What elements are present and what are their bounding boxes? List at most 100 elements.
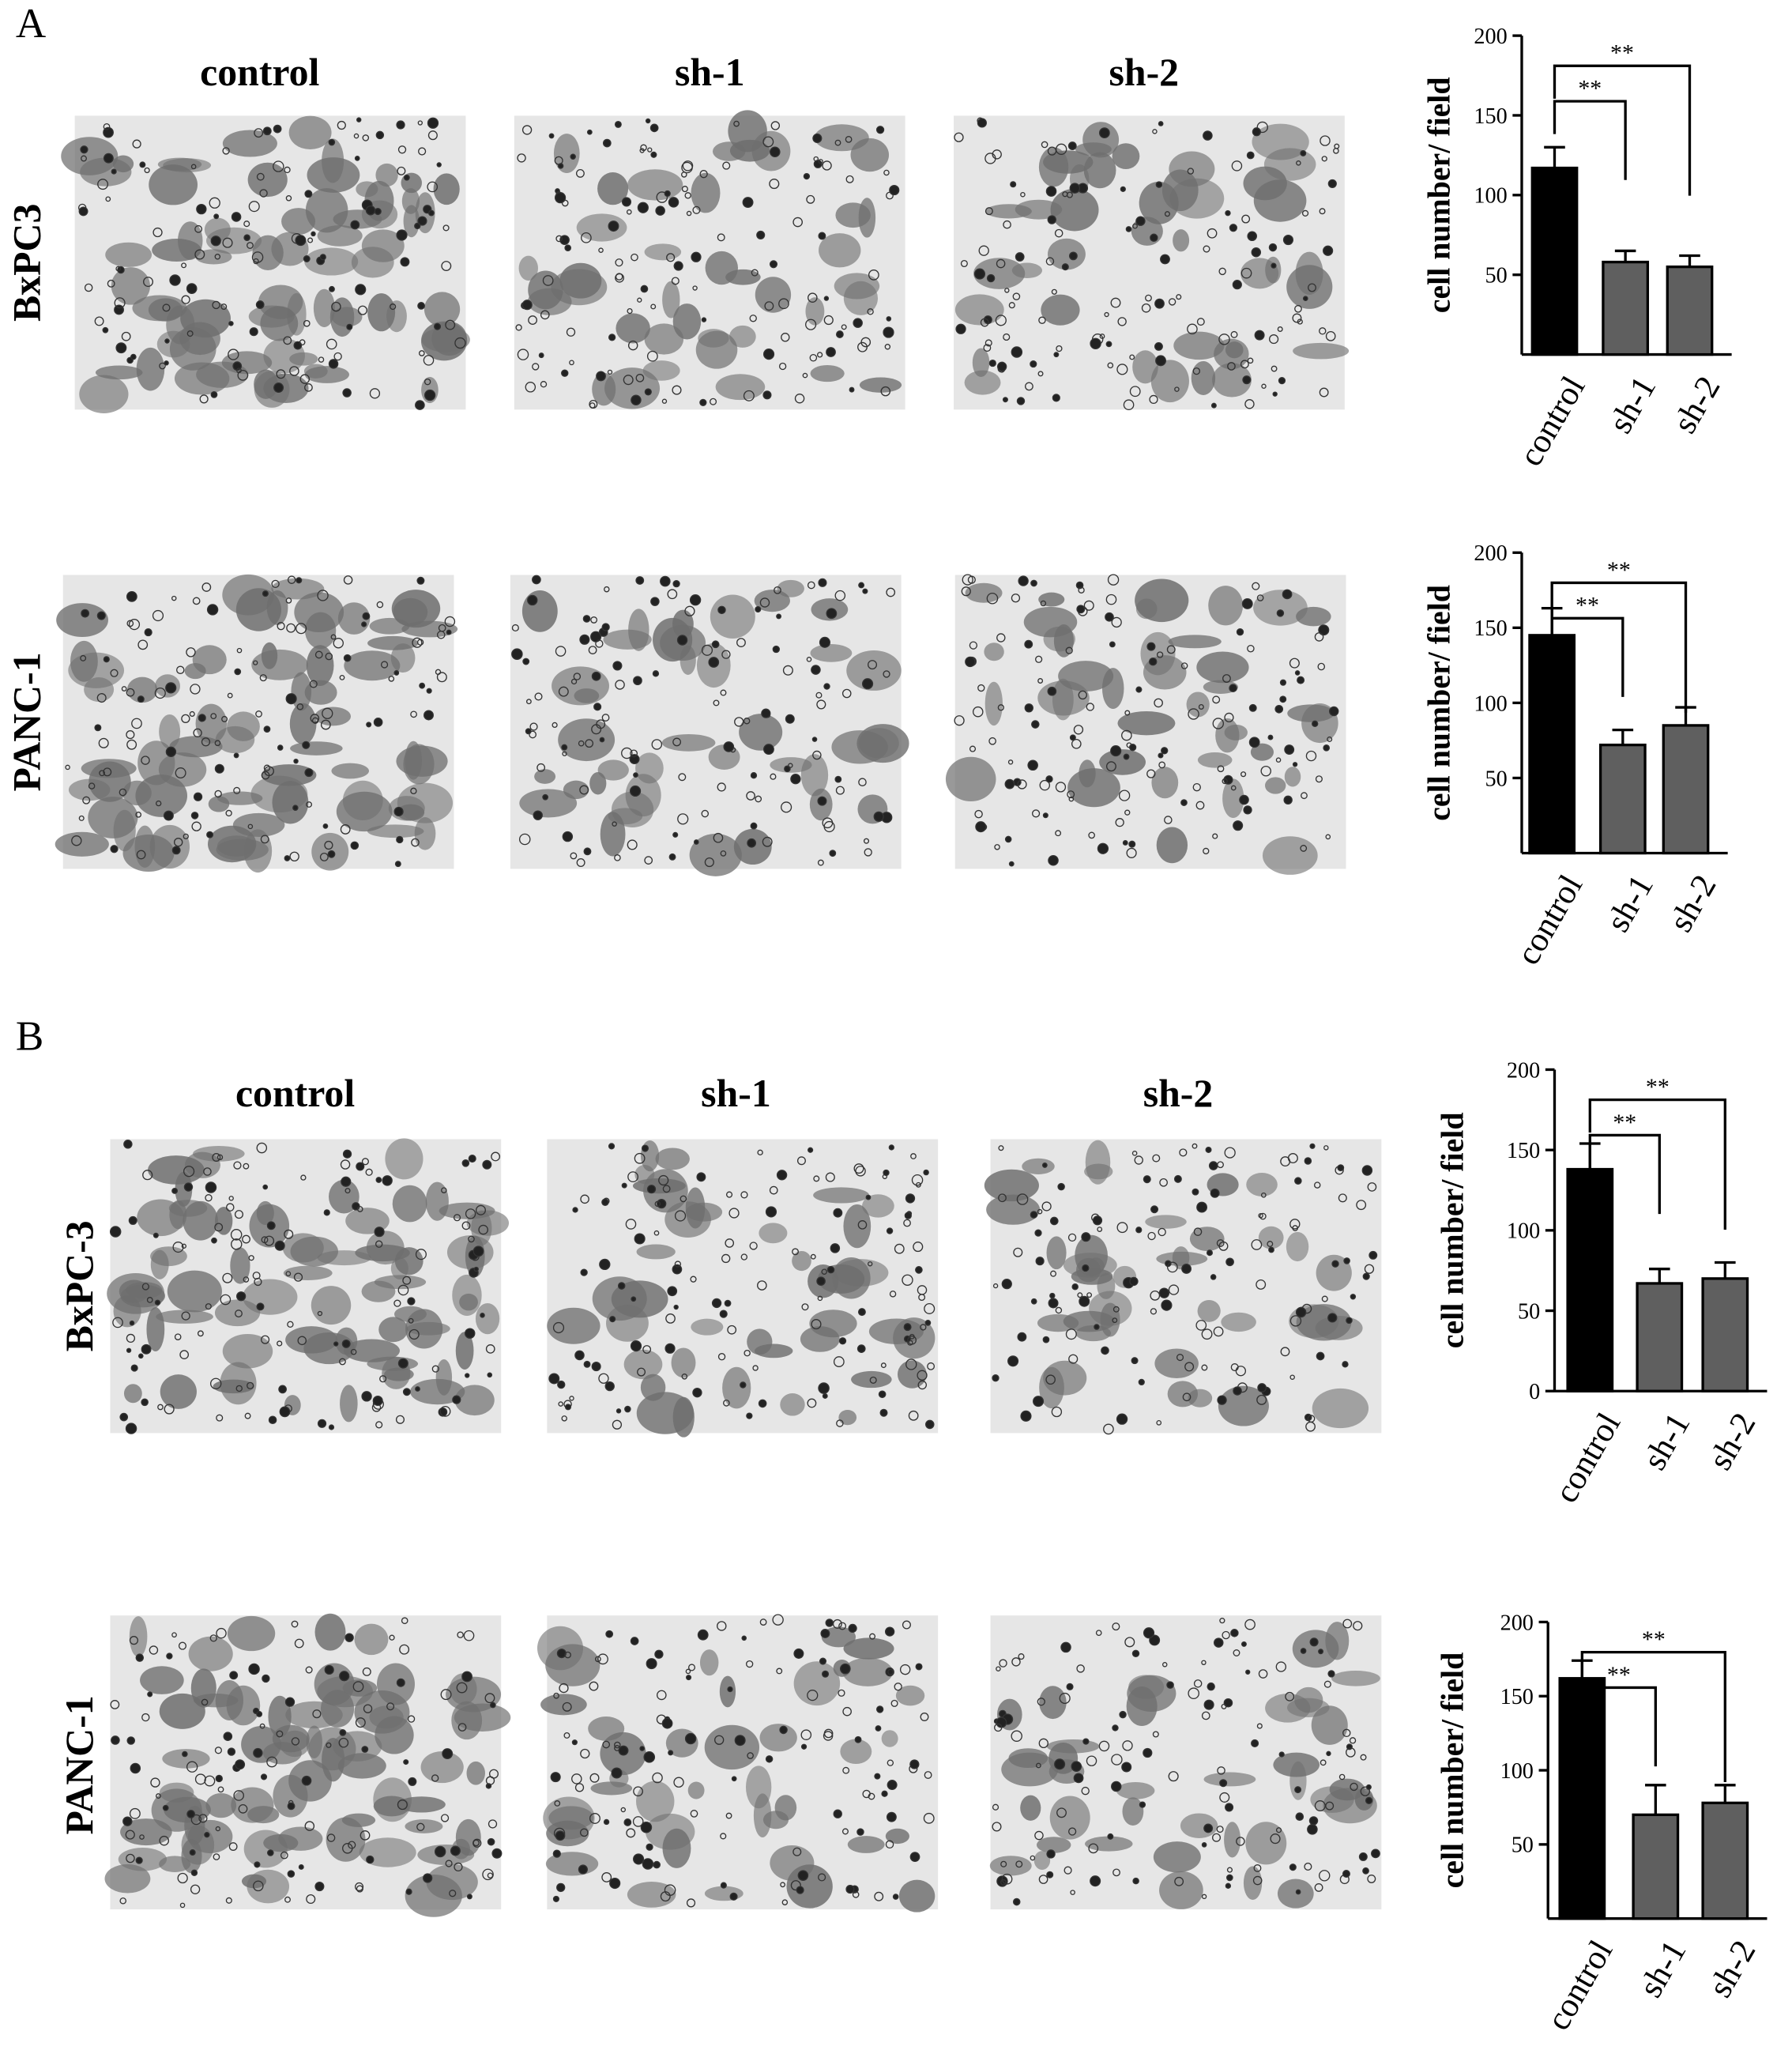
pore (287, 1802, 296, 1811)
pore (806, 194, 815, 204)
pore (913, 1242, 924, 1253)
pore (361, 1391, 372, 1402)
cell-blob (881, 1730, 898, 1747)
y-tick-label: 50 (1485, 264, 1507, 288)
pore (1045, 775, 1053, 783)
cell-blob (989, 1856, 1032, 1876)
pore (1300, 845, 1308, 852)
pore (396, 229, 408, 241)
cell-blob (623, 1349, 663, 1380)
pore (103, 122, 111, 130)
cell-blob (188, 1636, 233, 1671)
pore (1325, 834, 1331, 840)
pore (887, 1668, 894, 1675)
pore (886, 1227, 894, 1234)
pore (574, 1783, 585, 1792)
pore (415, 400, 425, 410)
pore (251, 251, 264, 263)
pore (199, 394, 209, 404)
pore (1201, 1364, 1208, 1371)
cell-blob (809, 1310, 857, 1338)
cell-blob (1245, 1822, 1287, 1865)
pore (305, 1666, 313, 1674)
pore (626, 1828, 636, 1838)
cell-blob (340, 1385, 358, 1423)
pore (915, 1663, 923, 1671)
pore (556, 1649, 567, 1659)
pore (1337, 1164, 1345, 1172)
cell-blob (1099, 749, 1146, 775)
pore (183, 833, 189, 840)
pore (614, 120, 622, 128)
pore (317, 1419, 327, 1428)
pore (1362, 1867, 1369, 1875)
pore (1327, 179, 1337, 189)
pore (112, 1317, 123, 1328)
cell-blob (205, 1792, 237, 1818)
pore (721, 1253, 731, 1264)
bar (1666, 265, 1714, 356)
pore (1224, 712, 1234, 723)
pore (1034, 1229, 1042, 1237)
pore (287, 1870, 296, 1878)
cell-blob (123, 1384, 142, 1404)
pore (570, 153, 576, 160)
pore (821, 1268, 827, 1275)
pore (564, 1404, 571, 1411)
pore (1090, 1875, 1101, 1887)
pore (1145, 294, 1152, 302)
pore (339, 1728, 347, 1736)
pore (1342, 1728, 1351, 1738)
pore (1027, 759, 1038, 771)
cell-blob (356, 181, 378, 198)
pore (813, 1175, 820, 1182)
pore (886, 1811, 897, 1822)
pore (1076, 1664, 1085, 1673)
pore (174, 1333, 182, 1340)
pore (719, 1310, 728, 1318)
bar (1701, 1801, 1749, 1920)
pore (129, 1320, 135, 1326)
pore (1317, 662, 1326, 671)
pore (835, 786, 845, 795)
pore (633, 772, 638, 778)
pore (362, 134, 370, 141)
pore (762, 136, 774, 148)
cell-blob (1186, 691, 1210, 718)
pore (668, 853, 676, 861)
pore (692, 285, 698, 291)
pore (618, 1745, 629, 1756)
cell-blob (528, 270, 563, 310)
pore (453, 1214, 461, 1222)
pore (1203, 1823, 1214, 1833)
pore (1056, 345, 1063, 352)
pore (692, 205, 701, 214)
pore (248, 1663, 260, 1675)
pore (909, 1852, 920, 1863)
cell-blob (521, 590, 558, 632)
pore (1131, 1151, 1138, 1156)
pore (756, 230, 766, 239)
pore (259, 674, 267, 682)
pore (436, 631, 446, 639)
error-bar (1715, 1261, 1736, 1279)
pore (1016, 397, 1026, 405)
pore (220, 303, 228, 311)
cell-blob (597, 172, 629, 205)
pore (299, 374, 311, 384)
pore (285, 195, 292, 202)
pore (181, 262, 187, 269)
pore (1174, 1876, 1184, 1886)
cell-blob (314, 1613, 346, 1651)
pore (612, 821, 617, 827)
pore (811, 737, 818, 742)
pore (1236, 1837, 1245, 1846)
pore (193, 728, 202, 738)
pore (552, 722, 558, 729)
pore (1150, 1290, 1161, 1301)
pore (236, 647, 243, 654)
cell-blob (126, 676, 158, 703)
pore (271, 579, 280, 589)
pore (662, 1185, 671, 1193)
cell-blob (792, 1250, 811, 1272)
